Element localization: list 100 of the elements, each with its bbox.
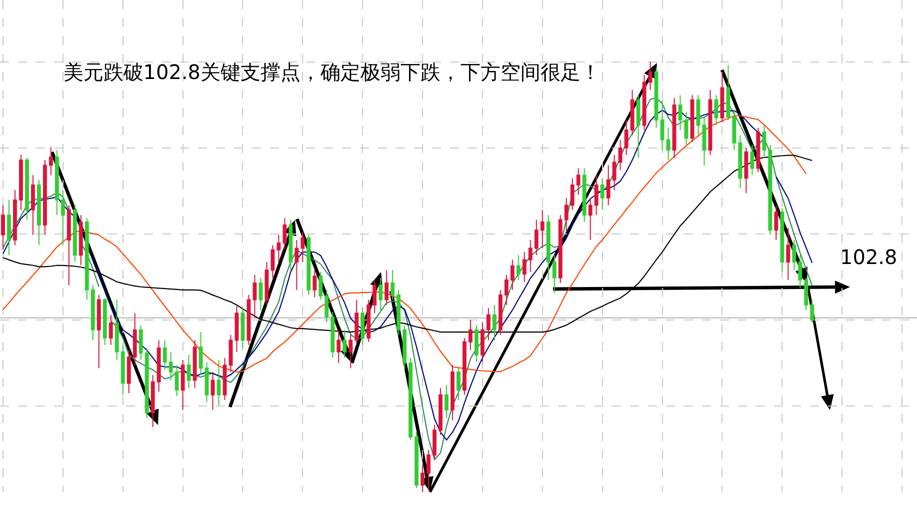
candlestick: [258, 277, 263, 311]
candlestick: [324, 289, 329, 323]
candlestick: [450, 364, 454, 421]
candlestick: [792, 240, 796, 271]
candlestick: [444, 384, 448, 419]
candlestick: [108, 314, 113, 346]
candlestick: [660, 99, 664, 151]
candlestick: [144, 347, 149, 419]
chart-title: 美元跌破102.8关键支撑点，确定极弱下跌，下方空间很足！: [63, 60, 601, 84]
candlestick: [696, 94, 700, 136]
candlestick: [90, 284, 95, 341]
candlestick: [642, 74, 646, 130]
candlestick: [60, 190, 65, 246]
candlestick: [474, 324, 478, 363]
candlestick: [42, 160, 47, 236]
candlestick: [54, 150, 59, 216]
candlestick: [588, 197, 592, 241]
candlestick: [366, 299, 371, 342]
candlestick: [186, 354, 191, 388]
candlestick: [282, 218, 287, 250]
candlestick: [582, 168, 586, 222]
candlestick: [636, 94, 640, 158]
candlestick: [564, 197, 568, 232]
candlestick: [528, 240, 532, 272]
candlestick: [804, 277, 808, 311]
candlestick: [786, 227, 790, 281]
candlestick: [666, 127, 670, 161]
candlestick: [252, 274, 257, 318]
candlestick: [132, 312, 137, 366]
candlestick: [222, 357, 227, 400]
candlestick: [204, 362, 209, 403]
candlestick: [594, 174, 598, 216]
candlestick: [354, 299, 359, 346]
candlestick: [720, 71, 724, 123]
candlestick: [19, 154, 23, 210]
candlestick: [768, 144, 772, 236]
candlestick: [630, 89, 634, 136]
candlestick: [672, 98, 676, 158]
candlestick: [606, 164, 610, 206]
candlestick: [198, 332, 203, 376]
candlestick: [31, 174, 35, 236]
candlestick: [438, 387, 442, 436]
candlestick: [750, 144, 754, 176]
candlestick: [228, 334, 233, 373]
candlestick: [318, 271, 323, 300]
candlestick: [798, 254, 802, 289]
candlestick: [84, 218, 89, 300]
candlestick: [378, 277, 383, 312]
candlestick: [156, 340, 161, 392]
candlestick: [420, 464, 425, 492]
annotation: 102.8: [840, 245, 898, 269]
candlestick: [66, 204, 71, 286]
candlestick: [522, 252, 526, 283]
candlestick: [756, 127, 760, 173]
candlestick: [7, 200, 11, 256]
candlestick: [396, 289, 401, 336]
candlestick: [13, 190, 17, 246]
candlestick: [372, 280, 377, 314]
candlestick: [738, 134, 742, 188]
candlestick: [360, 307, 365, 346]
candlestick: [456, 368, 460, 400]
candlestick: [702, 117, 706, 166]
candlestick: [276, 234, 281, 262]
candlestick: [618, 139, 622, 170]
candlestick: [810, 299, 814, 323]
candlestick: [312, 270, 317, 298]
candlestick: [426, 449, 430, 490]
candlestick: [126, 350, 131, 394]
candlestick: [264, 261, 269, 306]
candlestick: [348, 334, 353, 369]
candlestick: [762, 124, 766, 158]
candlestick: [504, 274, 508, 306]
candlestick: [684, 111, 688, 146]
candlestick: [234, 304, 239, 352]
candlestick: [96, 294, 101, 369]
candlestick: [744, 148, 748, 194]
candlestick: [624, 120, 628, 156]
candlestick: [384, 270, 389, 306]
candlestick: [270, 244, 275, 278]
candlestick: [180, 359, 185, 410]
candlestick: [468, 320, 472, 351]
candlestick: [306, 234, 311, 296]
candlestick: [492, 304, 496, 341]
candlestick: [600, 178, 604, 210]
candlestick: [300, 231, 305, 262]
candlestick: [726, 64, 730, 121]
candlestick: [540, 209, 544, 249]
candlestick: [516, 254, 520, 281]
candlestick: [576, 168, 580, 196]
candlestick: [780, 208, 784, 272]
candlestick: [390, 270, 395, 300]
candlestick: [240, 307, 245, 348]
candlestick: [534, 219, 538, 256]
candlestick: [72, 204, 77, 262]
candlestick: [498, 289, 502, 336]
candlestick: [546, 214, 550, 281]
candlestick: [192, 340, 197, 388]
candlestick: [480, 322, 484, 363]
candlestick: [246, 294, 251, 346]
candlestick: [654, 68, 658, 128]
